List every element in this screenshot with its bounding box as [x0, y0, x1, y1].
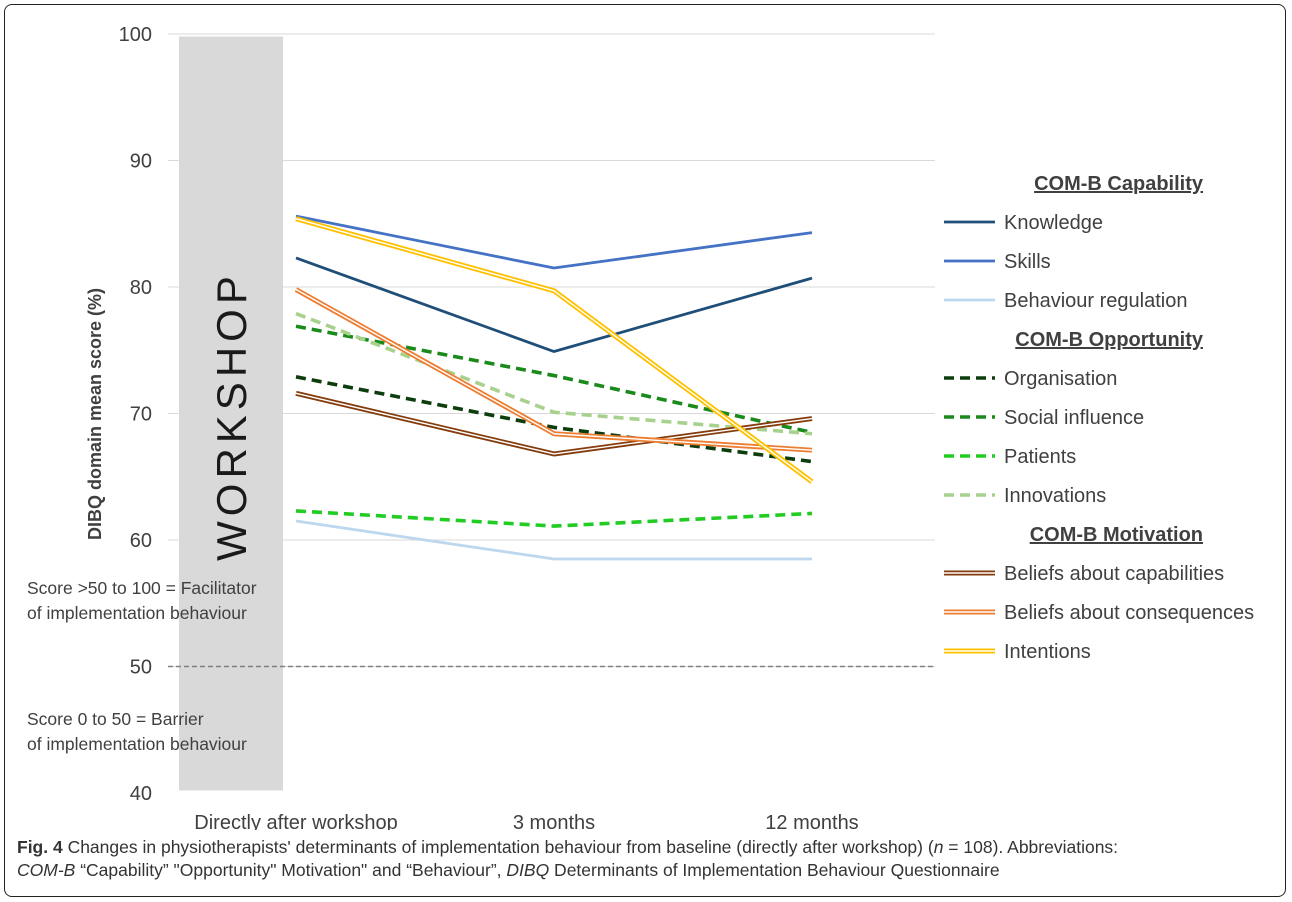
y-tick-label-90: 90 — [130, 151, 152, 173]
y-tick-label-100: 100 — [119, 24, 152, 46]
workshop-band-label: WORKSHOP — [208, 271, 255, 561]
legend-group-title-com-b-opportunity: COM-B Opportunity — [1015, 329, 1204, 351]
y-tick-label-80: 80 — [130, 277, 152, 299]
caption-comb-abbr: COM-B — [17, 860, 76, 880]
series-line-patients — [295, 509, 813, 528]
y-tick-label-60: 60 — [130, 530, 152, 552]
series-line-organisation — [295, 375, 813, 464]
x-tick-label-directly-after-workshop: Directly after workshop — [194, 812, 397, 830]
series-line-innovations — [295, 311, 813, 436]
legend-label-behaviour-regulation: Behaviour regulation — [1004, 290, 1187, 312]
figure-frame — [4, 4, 1286, 897]
y-tick-label-70: 70 — [130, 404, 152, 426]
legend-label-beliefs-about-consequences: Beliefs about consequences — [1004, 602, 1254, 624]
workshop-band — [179, 36, 283, 791]
y-tick-label-50: 50 — [130, 657, 152, 679]
legend-group-title-com-b-capability: COM-B Capability — [1034, 173, 1204, 195]
x-tick-label-12-months: 12 months — [765, 812, 858, 830]
legend-group-title-com-b-motivation: COM-B Motivation — [1030, 524, 1203, 546]
caption-text-d: Determinants of Implementation Behaviour… — [549, 860, 1000, 880]
series-line-beliefs-about-consequences-inner — [295, 288, 813, 451]
series-line-intentions-inner — [295, 218, 813, 483]
series-line-beliefs-about-capabilities-inner — [295, 392, 813, 455]
y-tick-label-40: 40 — [130, 783, 152, 805]
threshold-label-facilitator: Score >50 to 100 = Facilitator of impleme… — [27, 578, 257, 623]
caption-text-a: Changes in physiotherapists' determinant… — [62, 837, 934, 857]
y-axis-label: DIBQ domain mean score (%) — [85, 288, 105, 540]
caption-n: n — [933, 837, 944, 857]
series-line-social-influence — [295, 324, 813, 435]
legend-label-innovations: Innovations — [1004, 485, 1106, 507]
legend-label-skills: Skills — [1004, 251, 1051, 273]
line-chart: 40 50 60 70 80 90 100 WORKSHOP Score >50 to 100 … — [27, 24, 1254, 830]
legend-label-beliefs-about-capabilities: Beliefs about capabilities — [1004, 563, 1224, 585]
legend-label-social-influence: Social influence — [1004, 407, 1144, 429]
legend-label-organisation: Organisation — [1004, 368, 1117, 390]
series-line-knowledge — [295, 256, 813, 353]
x-tick-label-3-months: 3 months — [513, 812, 595, 830]
series-line-behaviour-regulation — [295, 519, 812, 561]
caption-text-c: “Capability” "Opportunity" Motivation" a… — [75, 860, 507, 880]
legend-label-patients: Patients — [1004, 446, 1076, 468]
legend-label-knowledge: Knowledge — [1004, 212, 1103, 234]
caption-dibq-abbr: DIBQ — [506, 860, 550, 880]
caption-text-b: = 108). Abbreviations: — [943, 837, 1119, 857]
legend-label-intentions: Intentions — [1004, 641, 1091, 663]
threshold-label-barrier: Score 0 to 50 = Barrier of implementation… — [27, 709, 247, 754]
series-line-skills — [295, 214, 813, 270]
figure-caption: Fig. 4 Changes in physiotherapists' dete… — [17, 836, 1279, 882]
figure-number: Fig. 4 — [17, 837, 63, 857]
